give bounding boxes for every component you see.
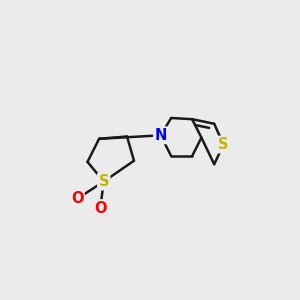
Text: S: S <box>98 174 109 189</box>
Text: O: O <box>71 191 83 206</box>
Text: S: S <box>218 137 229 152</box>
Text: O: O <box>94 201 106 216</box>
Text: N: N <box>154 128 167 143</box>
